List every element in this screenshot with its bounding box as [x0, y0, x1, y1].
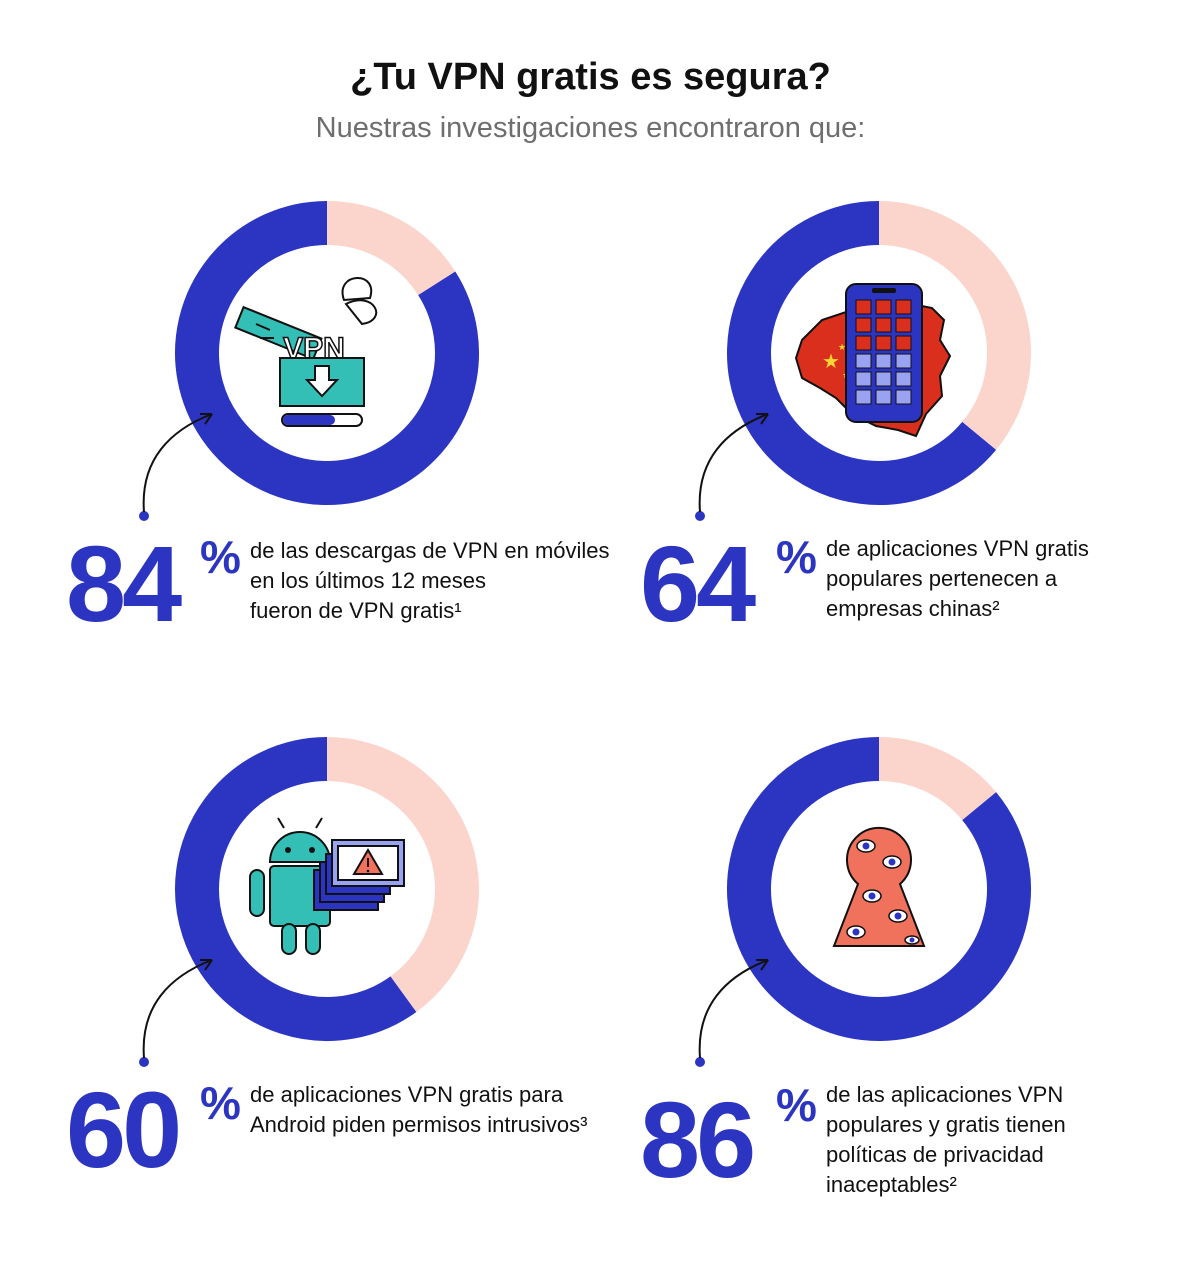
arrow-pointer-1	[139, 413, 213, 521]
page-subtitle: Nuestras investigaciones encontraron que…	[315, 112, 866, 144]
stat-description-2: de aplicaciones VPN gratis populares per…	[826, 534, 1089, 624]
app-tile	[875, 371, 892, 387]
donut-value-segment	[727, 737, 1031, 1041]
donut-remainder-segment	[878, 201, 1031, 450]
percent-sign-2: %	[776, 531, 817, 583]
donut-remainder-segment	[326, 737, 479, 1012]
android-warning-windows-icon	[249, 817, 405, 955]
stat-value-1: 84	[66, 523, 182, 644]
app-tile	[875, 389, 892, 405]
arrow-pointer-4	[695, 959, 769, 1067]
percent-sign-3: %	[200, 1077, 241, 1129]
app-tile	[875, 299, 892, 315]
description-line: empresas chinas²	[826, 596, 1000, 621]
app-tile	[855, 389, 872, 405]
vpn-gift-download-icon: VPN	[234, 277, 378, 427]
stat-description-1: de las descargas de VPN en móviles en lo…	[250, 536, 610, 626]
page-title: ¿Tu VPN gratis es segura?	[350, 56, 831, 98]
china-map-phone-icon: ★ ★ ★ ★	[794, 283, 952, 438]
percent-sign-1: %	[200, 531, 241, 583]
app-tile	[875, 317, 892, 333]
app-tile	[895, 335, 912, 351]
app-tile	[875, 353, 892, 369]
description-line: de las aplicaciones VPN	[826, 1082, 1064, 1107]
donut-chart-1: VPN	[175, 201, 479, 505]
app-tile	[855, 371, 872, 387]
stat-value-4: 86	[640, 1079, 756, 1200]
donut-chart-4	[727, 737, 1031, 1041]
description-line: inaceptables²	[826, 1172, 957, 1197]
stat-value-2: 64	[640, 523, 756, 644]
arrow-pointer-2	[695, 413, 769, 521]
description-line: Android piden permisos intrusivos³	[250, 1112, 588, 1137]
donut-value-segment	[175, 737, 417, 1041]
app-tile	[895, 317, 912, 333]
donut-chart-3	[175, 737, 479, 1041]
app-tile	[895, 299, 912, 315]
app-tile	[895, 389, 912, 405]
donut-chart-2: ★ ★ ★ ★	[727, 201, 1031, 505]
app-tile	[855, 353, 872, 369]
app-tile	[895, 353, 912, 369]
app-tile	[895, 371, 912, 387]
donut-value-segment	[175, 201, 479, 505]
donut-remainder-segment	[878, 737, 997, 821]
stat-description-3: de aplicaciones VPN gratis para Android …	[250, 1080, 588, 1140]
arrow-pointer-3	[139, 959, 213, 1067]
app-tile	[875, 335, 892, 351]
description-line: fueron de VPN gratis¹	[250, 598, 462, 623]
percent-sign-4: %	[776, 1079, 817, 1131]
description-line: populares y gratis tienen	[826, 1112, 1066, 1137]
description-line: populares pertenecen a	[826, 566, 1058, 591]
description-line: de las descargas de VPN en móviles	[250, 538, 610, 563]
app-tile	[855, 299, 872, 315]
donut-value-segment	[727, 201, 997, 505]
stat-description-4: de las aplicaciones VPN populares y grat…	[826, 1080, 1066, 1200]
description-line: de aplicaciones VPN gratis para	[250, 1082, 564, 1107]
app-tile	[855, 335, 872, 351]
description-line: en los últimos 12 meses	[250, 568, 486, 593]
svg-text:★: ★	[822, 349, 840, 373]
stat-value-3: 60	[66, 1069, 182, 1190]
donut-remainder-segment	[326, 201, 456, 296]
description-line: de aplicaciones VPN gratis	[826, 536, 1089, 561]
app-tile	[855, 317, 872, 333]
svg-text:★: ★	[838, 343, 846, 353]
keyhole-eyes-icon	[832, 826, 926, 947]
description-line: políticas de privacidad	[826, 1142, 1044, 1167]
